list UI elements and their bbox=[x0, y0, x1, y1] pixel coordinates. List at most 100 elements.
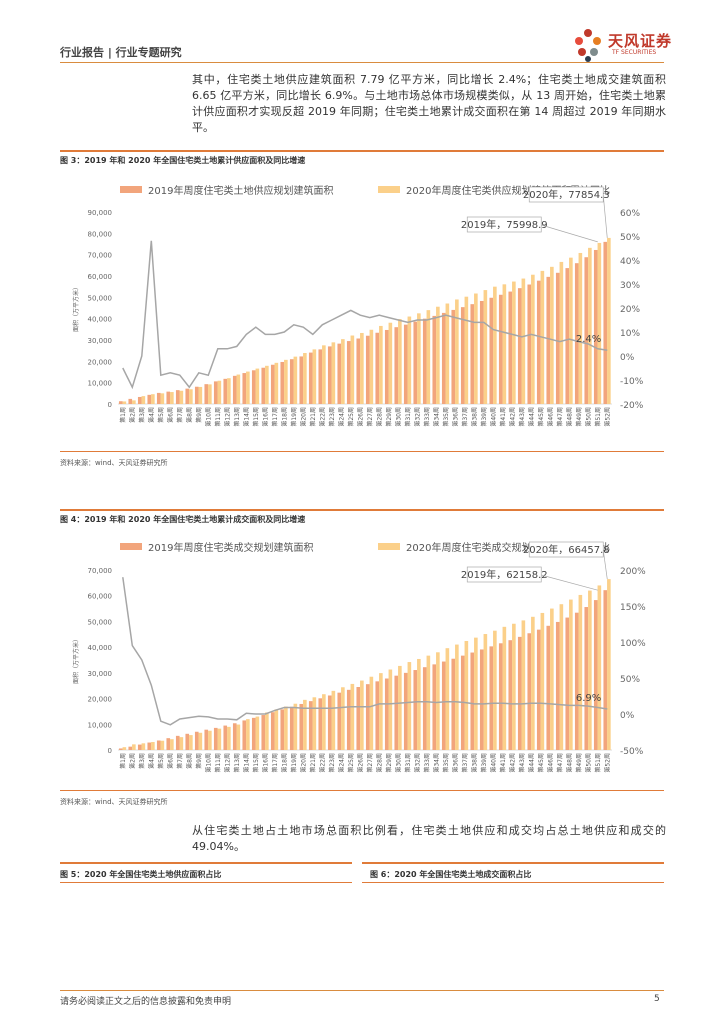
bar-2019 bbox=[308, 352, 313, 404]
bar-2019 bbox=[289, 359, 294, 404]
bar-2020 bbox=[540, 612, 545, 750]
y-tick-label: 20,000 bbox=[88, 358, 113, 366]
x-tick-label: 第46周 bbox=[546, 753, 554, 773]
y2-tick-label: 100% bbox=[620, 639, 646, 649]
bar-2019 bbox=[422, 667, 427, 750]
x-tick-label: 第52周 bbox=[603, 407, 611, 427]
x-tick-label: 第3周 bbox=[138, 407, 146, 423]
x-tick-label: 第14周 bbox=[242, 407, 250, 427]
bar-2019 bbox=[546, 625, 551, 750]
bar-2020 bbox=[350, 683, 355, 750]
bar-2019 bbox=[261, 715, 266, 750]
bar-2019 bbox=[251, 370, 256, 404]
x-tick-label: 第44周 bbox=[527, 407, 535, 427]
bar-2019 bbox=[413, 670, 418, 750]
x-tick-label: 第2周 bbox=[128, 407, 136, 423]
x-tick-label: 第22周 bbox=[318, 407, 326, 427]
bar-2020 bbox=[493, 286, 497, 404]
yoy-final-label: 6.9% bbox=[576, 693, 601, 704]
x-tick-label: 第9周 bbox=[195, 407, 203, 423]
bar-2020 bbox=[474, 293, 478, 404]
bar-2020 bbox=[417, 658, 421, 750]
logo-text: 天风证券 bbox=[608, 32, 673, 50]
bar-2020 bbox=[189, 389, 193, 404]
bar-2019 bbox=[384, 678, 389, 750]
bar-2020 bbox=[141, 396, 146, 404]
bar-2020 bbox=[521, 278, 526, 404]
y-tick-label: 0 bbox=[108, 401, 112, 409]
bar-2020 bbox=[426, 655, 431, 750]
bar-2019 bbox=[242, 373, 247, 404]
bar-2019 bbox=[508, 291, 513, 404]
bar-2019 bbox=[242, 720, 247, 750]
bar-2019 bbox=[603, 241, 608, 404]
x-tick-label: 第14周 bbox=[242, 753, 250, 773]
bar-2019 bbox=[394, 327, 399, 404]
bar-2019 bbox=[346, 341, 351, 404]
bar-2020 bbox=[255, 368, 260, 404]
x-tick-label: 第18周 bbox=[280, 407, 288, 427]
bar-2020 bbox=[322, 694, 326, 750]
bar-2020 bbox=[369, 329, 374, 404]
legend-swatch-0 bbox=[120, 186, 142, 193]
fig4-title: 图 4：2019 年和 2020 年全国住宅类土地累计成交面积及同比增速 bbox=[60, 515, 306, 524]
y-tick-label: 40,000 bbox=[88, 316, 113, 324]
callout-box bbox=[466, 216, 542, 233]
x-tick-label: 第15周 bbox=[252, 407, 260, 427]
x-tick-label: 第38周 bbox=[470, 753, 478, 773]
bar-2019 bbox=[337, 692, 342, 750]
x-tick-label: 第20周 bbox=[299, 407, 307, 427]
bar-2019 bbox=[194, 731, 199, 750]
bar-2020 bbox=[398, 319, 402, 404]
bar-2020 bbox=[550, 266, 554, 404]
bar-2020 bbox=[559, 604, 564, 750]
bar-2020 bbox=[227, 378, 231, 404]
bar-2020 bbox=[179, 390, 184, 404]
bar-2019 bbox=[356, 687, 361, 750]
x-tick-label: 第34周 bbox=[432, 407, 440, 427]
y2-tick-label: 30% bbox=[620, 281, 640, 291]
bar-2019 bbox=[432, 664, 437, 750]
x-tick-label: 第42周 bbox=[508, 407, 516, 427]
y-tick-label: 0 bbox=[108, 747, 112, 755]
bar-2020 bbox=[502, 626, 507, 750]
x-tick-label: 第12周 bbox=[223, 753, 231, 773]
bar-2020 bbox=[588, 247, 592, 404]
bar-2020 bbox=[569, 257, 573, 404]
fig3-chart: 2019年周度住宅类土地供应规划建筑面积2020年周度住宅类供应规划建筑面积累计… bbox=[72, 184, 644, 427]
bar-2019 bbox=[470, 652, 475, 750]
bar-2019 bbox=[441, 661, 446, 750]
x-tick-label: 第6周 bbox=[166, 407, 174, 423]
footer-disclaimer[interactable]: 请务必阅读正文之后的信息披露和免责申明 bbox=[60, 997, 232, 1007]
x-tick-label: 第18周 bbox=[280, 753, 288, 773]
bar-2020 bbox=[160, 740, 165, 750]
x-tick-label: 第28周 bbox=[375, 753, 383, 773]
bar-2019 bbox=[223, 725, 228, 750]
fig4-bottom-rule bbox=[60, 790, 664, 791]
bar-2020 bbox=[597, 242, 602, 404]
y2-tick-label: 20% bbox=[620, 305, 640, 315]
bar-2020 bbox=[445, 648, 450, 750]
bar-2020 bbox=[322, 345, 326, 404]
y2-tick-label: 150% bbox=[620, 603, 646, 613]
fig3-title: 图 3：2019 年和 2020 年全国住宅类土地累计供应面积及同比增速 bbox=[60, 156, 306, 165]
x-tick-label: 第41周 bbox=[499, 753, 507, 773]
callout-leader bbox=[541, 574, 598, 591]
y-tick-label: 70,000 bbox=[88, 252, 113, 260]
bar-2020 bbox=[531, 616, 535, 750]
x-tick-label: 第29周 bbox=[385, 753, 393, 773]
x-tick-label: 第31周 bbox=[404, 753, 412, 773]
bar-2020 bbox=[255, 716, 260, 750]
bar-2020 bbox=[265, 365, 269, 404]
bar-2019 bbox=[251, 717, 256, 750]
bar-2020 bbox=[236, 374, 241, 404]
bar-2020 bbox=[388, 669, 393, 750]
x-tick-label: 第50周 bbox=[584, 407, 592, 427]
x-tick-label: 第24周 bbox=[337, 407, 345, 427]
x-tick-label: 第20周 bbox=[299, 753, 307, 773]
x-tick-label: 第44周 bbox=[527, 753, 535, 773]
x-tick-label: 第39周 bbox=[480, 753, 488, 773]
bar-2019 bbox=[137, 396, 142, 404]
bar-2020 bbox=[293, 703, 298, 750]
x-tick-label: 第1周 bbox=[119, 407, 127, 423]
